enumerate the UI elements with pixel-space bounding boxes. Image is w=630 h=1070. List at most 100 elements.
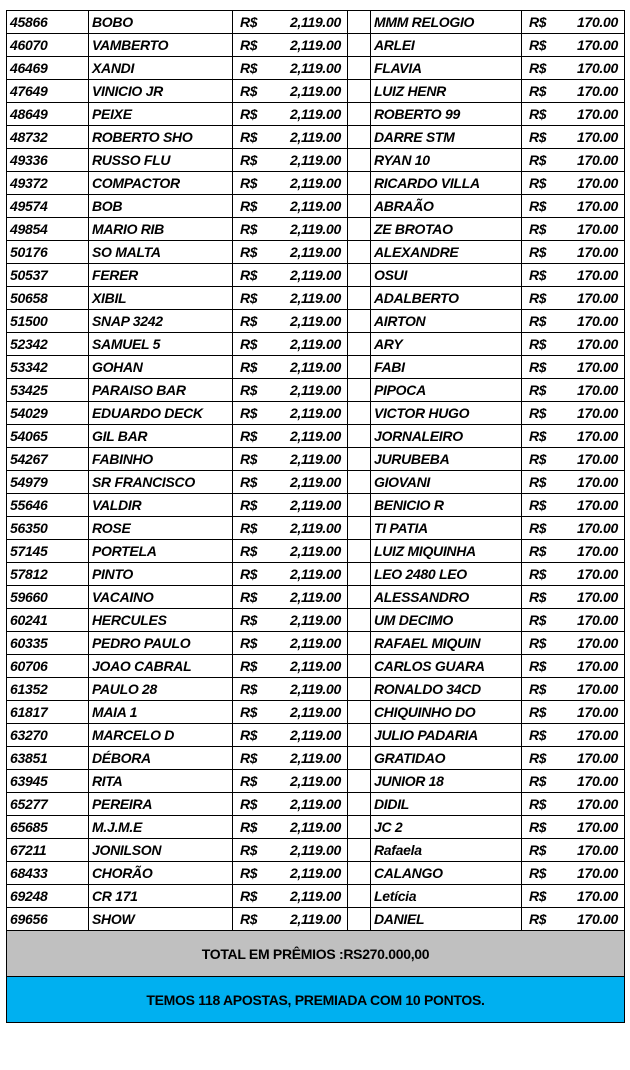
currency: R$ [529, 635, 547, 651]
currency: R$ [240, 819, 258, 835]
bettor-name-2: JULIO PADARIA [370, 723, 522, 747]
currency: R$ [529, 336, 547, 352]
prize-amount-2: R$ 170.00 [521, 631, 625, 655]
prize-amount: R$ 2,119.00 [232, 815, 348, 839]
currency: R$ [240, 313, 258, 329]
amount: 170.00 [576, 865, 618, 881]
prize-amount: R$ 2,119.00 [232, 585, 348, 609]
spacer-cell [347, 102, 371, 126]
prize-amount: R$ 2,119.00 [232, 723, 348, 747]
table-row: 63270 MARCELO D R$ 2,119.00 JULIO PADARIA R$ 1… [6, 723, 625, 747]
bettor-name: XIBIL [88, 286, 233, 310]
currency: R$ [240, 612, 258, 628]
bettor-name-2: RAFAEL MIQUIN [370, 631, 522, 655]
amount: 2,119.00 [289, 727, 341, 743]
prize-amount-2: R$ 170.00 [521, 148, 625, 172]
prize-amount: R$ 2,119.00 [232, 861, 348, 885]
bet-code: 56350 [6, 516, 89, 540]
currency: R$ [240, 658, 258, 674]
bet-code: 46469 [6, 56, 89, 80]
currency: R$ [240, 221, 258, 237]
bet-code: 54979 [6, 470, 89, 494]
bet-code: 49574 [6, 194, 89, 218]
amount: 170.00 [576, 750, 618, 766]
table-row: 54029 EDUARDO DECK R$ 2,119.00 VICTOR HUGO R$… [6, 401, 625, 425]
table-row: 49372 COMPACTOR R$ 2,119.00 RICARDO VILLA R$ 1… [6, 171, 625, 195]
amount: 2,119.00 [289, 313, 341, 329]
bettor-name-2: ABRAÃO [370, 194, 522, 218]
prize-amount: R$ 2,119.00 [232, 447, 348, 471]
amount: 2,119.00 [289, 635, 341, 651]
note-row: TEMOS 118 APOSTAS, PREMIADA COM 10 PONTO… [6, 976, 625, 1023]
prize-amount: R$ 2,119.00 [232, 884, 348, 908]
bet-code: 54065 [6, 424, 89, 448]
currency: R$ [529, 83, 547, 99]
currency: R$ [240, 336, 258, 352]
currency: R$ [529, 313, 547, 329]
table-row: 50176 SO MALTA R$ 2,119.00 ALEXANDRE R$ 170.00 [6, 240, 625, 264]
currency: R$ [529, 198, 547, 214]
bettor-name-2: ARY [370, 332, 522, 356]
spacer-cell [347, 700, 371, 724]
spacer-cell [347, 33, 371, 57]
spacer-cell [347, 171, 371, 195]
table-row: 57145 PORTELA R$ 2,119.00 LUIZ MIQUINHA R$ 170… [6, 539, 625, 563]
bettor-name: PEREIRA [88, 792, 233, 816]
bet-code: 57812 [6, 562, 89, 586]
amount: 2,119.00 [289, 773, 341, 789]
bettor-name-2: MMM RELOGIO [370, 10, 522, 34]
bet-code: 53425 [6, 378, 89, 402]
amount: 170.00 [576, 589, 618, 605]
spacer-cell [347, 309, 371, 333]
amount: 2,119.00 [289, 221, 341, 237]
bet-code: 65685 [6, 815, 89, 839]
table-row: 61352 PAULO 28 R$ 2,119.00 RONALDO 34CD R$ 170… [6, 677, 625, 701]
amount: 170.00 [576, 566, 618, 582]
amount: 170.00 [576, 773, 618, 789]
table-row: 54267 FABINHO R$ 2,119.00 JURUBEBA R$ 170.00 [6, 447, 625, 471]
prize-amount-2: R$ 170.00 [521, 608, 625, 632]
bettor-name-2: TI PATIA [370, 516, 522, 540]
prize-amount-2: R$ 170.00 [521, 815, 625, 839]
prize-amount: R$ 2,119.00 [232, 79, 348, 103]
currency: R$ [240, 520, 258, 536]
bettor-name: PARAISO BAR [88, 378, 233, 402]
prize-amount-2: R$ 170.00 [521, 562, 625, 586]
amount: 170.00 [576, 244, 618, 260]
spacer-cell [347, 746, 371, 770]
currency: R$ [240, 290, 258, 306]
amount: 170.00 [576, 405, 618, 421]
bettor-name-2: JORNALEIRO [370, 424, 522, 448]
amount: 170.00 [576, 175, 618, 191]
amount: 2,119.00 [289, 405, 341, 421]
amount: 2,119.00 [289, 819, 341, 835]
table-row: 46469 XANDI R$ 2,119.00 FLAVIA R$ 170.00 [6, 56, 625, 80]
prize-amount: R$ 2,119.00 [232, 516, 348, 540]
bettor-name-2: CHIQUINHO DO [370, 700, 522, 724]
bettor-name: CR 171 [88, 884, 233, 908]
prize-amount: R$ 2,119.00 [232, 33, 348, 57]
currency: R$ [529, 566, 547, 582]
amount: 2,119.00 [289, 60, 341, 76]
table-row: 49574 BOB R$ 2,119.00 ABRAÃO R$ 170.00 [6, 194, 625, 218]
amount: 2,119.00 [289, 520, 341, 536]
amount: 170.00 [576, 911, 618, 927]
prize-amount: R$ 2,119.00 [232, 470, 348, 494]
bettor-name-2: JUNIOR 18 [370, 769, 522, 793]
prize-amount-2: R$ 170.00 [521, 33, 625, 57]
bet-code: 61352 [6, 677, 89, 701]
bettor-name: VACAINO [88, 585, 233, 609]
amount: 170.00 [576, 267, 618, 283]
spacer-cell [347, 884, 371, 908]
currency: R$ [240, 750, 258, 766]
amount: 170.00 [576, 681, 618, 697]
prize-amount-2: R$ 170.00 [521, 194, 625, 218]
prize-amount-2: R$ 170.00 [521, 217, 625, 241]
bet-code: 50176 [6, 240, 89, 264]
table-row: 55646 VALDIR R$ 2,119.00 BENICIO R R$ 170.00 [6, 493, 625, 517]
amount: 2,119.00 [289, 796, 341, 812]
currency: R$ [240, 60, 258, 76]
bet-code: 48649 [6, 102, 89, 126]
currency: R$ [529, 244, 547, 260]
spacer-cell [347, 125, 371, 149]
